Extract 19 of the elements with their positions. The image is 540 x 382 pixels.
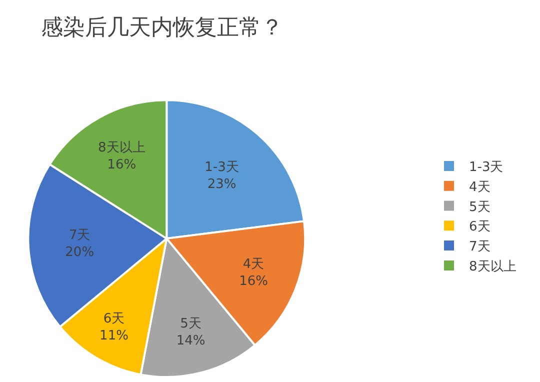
legend-label: 6天 <box>469 220 490 235</box>
slice-label: 8天以上 <box>98 140 146 156</box>
legend-label: 4天 <box>469 180 490 195</box>
legend-label: 5天 <box>469 200 490 215</box>
slice-label: 7天 <box>68 228 90 244</box>
slice-label: 5天 <box>180 316 202 332</box>
slice-label: 6天 <box>103 312 125 327</box>
data-label: 20% <box>65 244 94 260</box>
legend-label: 8天以上 <box>469 260 516 275</box>
data-label: 16% <box>239 274 268 289</box>
data-label: 14% <box>176 334 206 349</box>
legend-label: 1-3天 <box>469 160 504 176</box>
slice-label: 4天 <box>242 256 264 272</box>
legend-label: 7天 <box>469 240 490 255</box>
chart-title: 感染后几天内恢复正常？ <box>41 16 283 40</box>
data-label: 23% <box>207 176 236 192</box>
data-label: 16% <box>107 158 136 173</box>
data-label: 11% <box>100 328 128 344</box>
slice-label: 1-3天 <box>204 160 239 176</box>
